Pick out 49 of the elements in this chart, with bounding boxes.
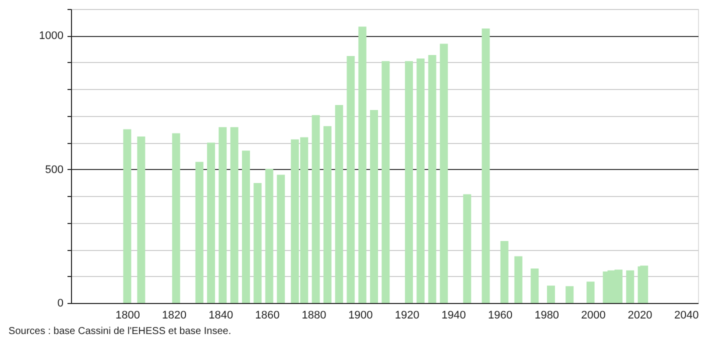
bar <box>346 56 355 303</box>
bar <box>382 61 390 303</box>
x-tick-label: 2020 <box>628 310 652 322</box>
y-tick-label: 1000 <box>39 30 64 42</box>
bar <box>207 142 216 303</box>
source-note: Sources : base Cassini de l'EHESS et base Insee. <box>8 326 232 337</box>
x-tick-label: 1960 <box>488 310 512 322</box>
x-tick-label: 1800 <box>115 310 140 322</box>
bar <box>566 286 574 303</box>
bar <box>323 126 332 303</box>
bar <box>230 127 238 303</box>
bar <box>370 110 378 303</box>
bar <box>530 268 539 303</box>
bar <box>137 136 146 303</box>
bar <box>416 58 425 303</box>
bar <box>428 54 436 303</box>
bar <box>586 282 595 303</box>
bar <box>640 266 648 303</box>
x-tick-label: 1940 <box>441 310 466 322</box>
x-tick-label: 2000 <box>581 310 606 322</box>
bar <box>195 162 204 303</box>
bar <box>242 150 250 303</box>
x-tick-label: 1880 <box>302 310 326 322</box>
bar <box>546 286 555 303</box>
x-tick-label: 1900 <box>348 310 373 322</box>
bar <box>312 115 320 303</box>
bar <box>482 28 490 303</box>
x-tick-label: 2040 <box>674 310 699 322</box>
bar <box>265 168 274 303</box>
y-tick-label: 0 <box>57 298 64 310</box>
bar <box>514 256 522 303</box>
bar <box>463 194 472 303</box>
y-tick-label: 500 <box>45 164 64 176</box>
bar <box>626 270 634 303</box>
x-tick-label: 1820 <box>162 310 187 322</box>
bar <box>254 182 262 303</box>
x-tick-label: 1980 <box>534 310 560 322</box>
bar <box>335 104 344 303</box>
x-tick-label: 1860 <box>255 310 280 322</box>
bar <box>218 127 227 303</box>
x-tick-label: 1920 <box>394 310 420 322</box>
bar <box>404 61 413 303</box>
bar <box>500 240 508 303</box>
x-tick-label: 1840 <box>208 310 234 322</box>
bar <box>123 129 132 303</box>
bar <box>358 26 366 303</box>
bar <box>276 174 285 303</box>
bar <box>172 133 180 303</box>
bar <box>440 44 448 303</box>
